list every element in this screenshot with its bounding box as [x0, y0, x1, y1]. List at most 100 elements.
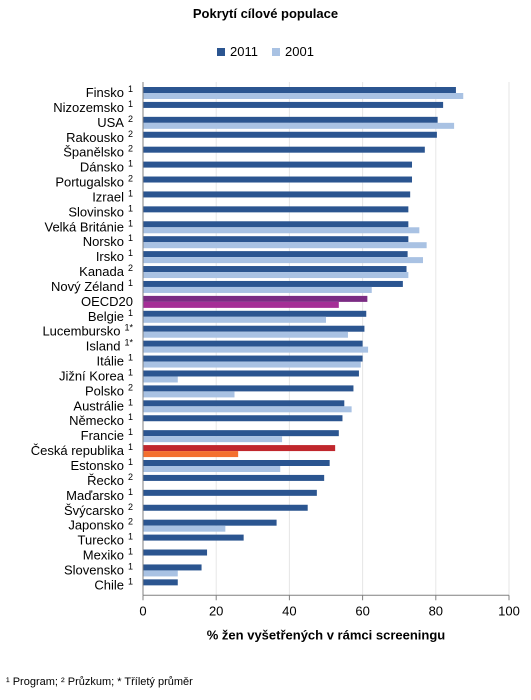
category-label: Nový Zéland 1	[51, 278, 133, 294]
category-label: Norsko 1	[83, 233, 133, 249]
bar-2011-27	[143, 474, 325, 481]
bar-2011-23	[143, 415, 343, 422]
category-label: Nizozemsko 1	[53, 99, 133, 115]
bar-2011-3	[143, 116, 438, 123]
bar-2011-28	[143, 489, 317, 496]
bar-2001-30	[143, 525, 226, 532]
bar-2001-33	[143, 570, 178, 577]
bar-2011-19	[143, 355, 363, 362]
x-tick-label: 80	[429, 603, 443, 618]
bar-2011-9	[143, 206, 409, 213]
category-label: Portugalsko 2	[55, 174, 133, 190]
bar-2001-26	[143, 466, 281, 472]
bar-2011-34	[143, 579, 178, 586]
legend-item-2011: 2011	[217, 44, 258, 59]
category-label: Izrael 1	[92, 188, 133, 204]
bar-2001-11	[143, 242, 427, 249]
bar-2011-16	[143, 310, 367, 317]
bar-2001-10	[143, 227, 420, 234]
bar-2011-5	[143, 146, 425, 153]
category-label: Francie 1	[81, 427, 133, 443]
bar-2011-4	[143, 131, 437, 138]
category-label: OECD20	[81, 294, 133, 309]
bar-2011-32	[143, 549, 208, 556]
bar-2001-15	[143, 301, 339, 308]
category-label: Jižní Korea 1	[59, 367, 133, 383]
bar-2011-17	[143, 325, 365, 332]
category-label: Austrálie 1	[73, 397, 133, 413]
category-label: Španělsko 2	[63, 144, 133, 160]
x-tick-label: 60	[355, 603, 369, 618]
category-label: Lucembursko 1*	[42, 323, 133, 339]
bar-2011-18	[143, 340, 363, 347]
bar-2001-20	[143, 376, 178, 383]
category-label: Německo 1	[69, 412, 133, 428]
legend: 2011 2001	[0, 44, 531, 59]
bar-2011-21	[143, 385, 354, 392]
bar-2011-29	[143, 504, 308, 511]
category-label: Belgie 1	[88, 308, 133, 324]
x-tick-label: 40	[282, 603, 296, 618]
x-tick-label: 0	[139, 603, 146, 618]
bar-2001-14	[143, 286, 372, 293]
category-label: Slovensko 1	[64, 561, 133, 577]
bar-2011-26	[143, 460, 330, 466]
bar-2001-13	[143, 272, 409, 279]
chart-title: Pokrytí cílové populace	[192, 6, 339, 21]
x-tick-label: 100	[498, 603, 520, 618]
category-label: Turecko 1	[78, 532, 134, 548]
bar-2011-13	[143, 266, 407, 273]
category-label: Řecko 2	[87, 472, 133, 488]
bar-2011-2	[143, 101, 444, 108]
bar-2001-12	[143, 257, 423, 264]
category-label: Island 1*	[86, 338, 134, 354]
legend-item-2001: 2001	[272, 44, 314, 59]
bar-2001-18	[143, 346, 369, 353]
category-label: Japonsko 2	[68, 517, 133, 533]
x-axis-title: % žen vyšetřených v rámci screeningu	[207, 627, 446, 642]
bar-2011-12	[143, 251, 408, 258]
bar-2001-3	[143, 122, 455, 129]
legend-swatch-2001	[272, 47, 281, 56]
legend-label-2001: 2001	[285, 44, 314, 59]
bar-2011-1	[143, 87, 456, 93]
bar-2001-17	[143, 331, 348, 338]
bar-2001-21	[143, 391, 235, 398]
category-label: Maďarsko 1	[66, 487, 133, 503]
category-label: Estonsko 1	[71, 457, 134, 473]
category-label: Rakousko 2	[66, 129, 133, 145]
bar-2011-24	[143, 430, 339, 437]
category-label: Mexiko 1	[83, 547, 133, 563]
bar-2011-20	[143, 370, 359, 377]
bar-2001-16	[143, 316, 326, 323]
bar-2001-25	[143, 451, 239, 458]
bar-2011-30	[143, 519, 277, 526]
bar-2011-25	[143, 445, 336, 452]
bar-2011-22	[143, 400, 345, 407]
category-label: Chile 1	[94, 576, 133, 592]
bar-2011-14	[143, 280, 403, 287]
bar-2011-11	[143, 236, 409, 243]
bar-2001-22	[143, 406, 352, 413]
bar-2011-7	[143, 176, 413, 183]
legend-label-2011: 2011	[230, 44, 259, 59]
category-label: Itálie 1	[97, 353, 133, 369]
category-label: Velká Británie 1	[44, 218, 133, 234]
bar-2011-8	[143, 191, 411, 198]
bar-2001-1	[143, 93, 464, 99]
legend-swatch-2011	[217, 47, 226, 56]
category-label: Česká republika 1	[31, 442, 133, 458]
category-label: Slovinsko 1	[68, 203, 133, 219]
category-label: Irsko 1	[96, 248, 133, 264]
bar-2011-10	[143, 221, 409, 228]
category-label: USA 2	[97, 114, 133, 130]
bar-2011-31	[143, 534, 244, 541]
bar-2011-6	[143, 161, 413, 168]
bar-2001-19	[143, 361, 361, 368]
x-tick-label: 20	[209, 603, 223, 618]
footnote: ¹ Program; ² Průzkum; * Tříletý průměr	[6, 676, 193, 688]
bar-2011-15	[143, 295, 368, 302]
category-label: Finsko 1	[86, 84, 133, 100]
category-label: Dánsko 1	[80, 159, 133, 175]
